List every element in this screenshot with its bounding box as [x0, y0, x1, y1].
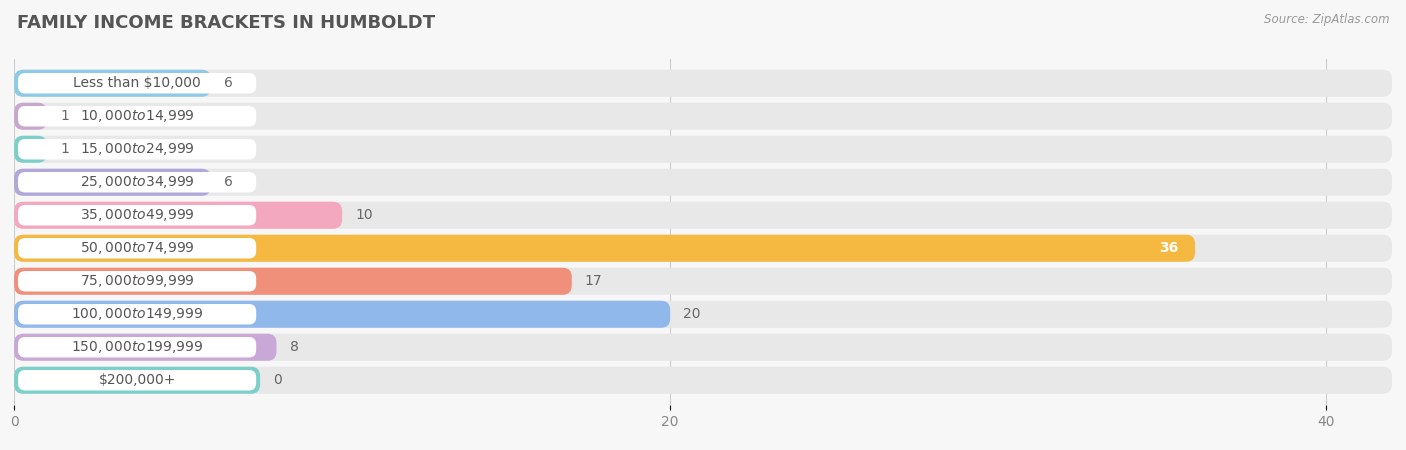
- FancyBboxPatch shape: [18, 205, 256, 225]
- Text: 10: 10: [356, 208, 373, 222]
- Text: $150,000 to $199,999: $150,000 to $199,999: [70, 339, 204, 355]
- Text: Source: ZipAtlas.com: Source: ZipAtlas.com: [1264, 14, 1389, 27]
- FancyBboxPatch shape: [14, 169, 1392, 196]
- Text: $25,000 to $34,999: $25,000 to $34,999: [80, 174, 194, 190]
- FancyBboxPatch shape: [14, 367, 1392, 394]
- Text: 6: 6: [224, 175, 233, 189]
- FancyBboxPatch shape: [18, 73, 256, 94]
- FancyBboxPatch shape: [14, 301, 671, 328]
- FancyBboxPatch shape: [14, 235, 1195, 262]
- FancyBboxPatch shape: [14, 169, 211, 196]
- FancyBboxPatch shape: [14, 202, 1392, 229]
- Text: 20: 20: [683, 307, 700, 321]
- FancyBboxPatch shape: [18, 106, 256, 126]
- FancyBboxPatch shape: [18, 172, 256, 193]
- FancyBboxPatch shape: [18, 337, 256, 357]
- Text: $15,000 to $24,999: $15,000 to $24,999: [80, 141, 194, 157]
- Text: Less than $10,000: Less than $10,000: [73, 76, 201, 90]
- Text: FAMILY INCOME BRACKETS IN HUMBOLDT: FAMILY INCOME BRACKETS IN HUMBOLDT: [17, 14, 434, 32]
- Text: 1: 1: [60, 142, 69, 156]
- Text: 8: 8: [290, 340, 298, 354]
- FancyBboxPatch shape: [18, 304, 256, 324]
- Text: 6: 6: [224, 76, 233, 90]
- Text: 0: 0: [273, 373, 283, 387]
- Text: 17: 17: [585, 274, 603, 288]
- FancyBboxPatch shape: [14, 235, 1392, 262]
- FancyBboxPatch shape: [18, 238, 256, 258]
- Text: $100,000 to $149,999: $100,000 to $149,999: [70, 306, 204, 322]
- FancyBboxPatch shape: [14, 268, 572, 295]
- FancyBboxPatch shape: [14, 367, 260, 394]
- Text: $75,000 to $99,999: $75,000 to $99,999: [80, 273, 194, 289]
- Text: 1: 1: [60, 109, 69, 123]
- FancyBboxPatch shape: [14, 136, 1392, 163]
- FancyBboxPatch shape: [14, 70, 211, 97]
- FancyBboxPatch shape: [18, 271, 256, 292]
- Text: $50,000 to $74,999: $50,000 to $74,999: [80, 240, 194, 256]
- FancyBboxPatch shape: [18, 370, 256, 391]
- FancyBboxPatch shape: [14, 103, 46, 130]
- Text: 36: 36: [1160, 241, 1178, 255]
- FancyBboxPatch shape: [14, 268, 1392, 295]
- FancyBboxPatch shape: [14, 136, 46, 163]
- FancyBboxPatch shape: [14, 334, 277, 361]
- Text: $35,000 to $49,999: $35,000 to $49,999: [80, 207, 194, 223]
- Text: $200,000+: $200,000+: [98, 373, 176, 387]
- FancyBboxPatch shape: [18, 139, 256, 159]
- Text: $10,000 to $14,999: $10,000 to $14,999: [80, 108, 194, 124]
- FancyBboxPatch shape: [14, 334, 1392, 361]
- FancyBboxPatch shape: [14, 301, 1392, 328]
- FancyBboxPatch shape: [14, 70, 1392, 97]
- FancyBboxPatch shape: [14, 103, 1392, 130]
- FancyBboxPatch shape: [14, 202, 342, 229]
